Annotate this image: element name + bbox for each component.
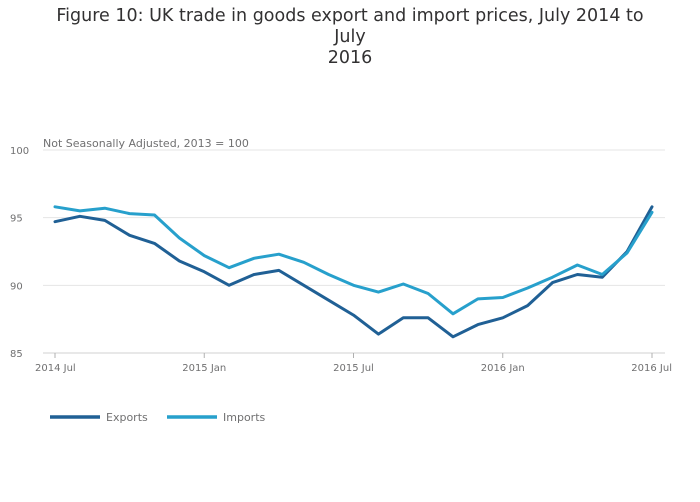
series-lines bbox=[53, 205, 654, 339]
chart-title-line-2: 2016 bbox=[327, 48, 373, 68]
legend-label-imports: Imports bbox=[223, 411, 266, 424]
y-tick-label: 85 bbox=[10, 349, 23, 360]
chart-subtitle: Not Seasonally Adjusted, 2013 = 100 bbox=[43, 137, 249, 150]
chart-title-line-1: Figure 10: UK trade in goods export and … bbox=[56, 6, 644, 47]
y-tick-label: 95 bbox=[10, 214, 23, 225]
legend-label-exports: Exports bbox=[106, 411, 148, 424]
legend: Exports Imports bbox=[50, 411, 266, 424]
x-axis: 2014 Jul 2015 Jan 2015 Jul 2016 Jan 2016 Jul bbox=[35, 352, 672, 374]
x-tick-label: 2016 Jul bbox=[631, 363, 672, 374]
x-tick-label: 2014 Jul bbox=[35, 363, 76, 374]
x-tick-label: 2016 Jan bbox=[481, 363, 525, 374]
x-tick-label: 2015 Jan bbox=[182, 363, 226, 374]
chart-title: Figure 10: UK trade in goods export and … bbox=[40, 6, 660, 69]
series-line-exports bbox=[53, 205, 654, 339]
x-tick-label: 2015 Jul bbox=[333, 363, 374, 374]
series-line-imports bbox=[53, 205, 654, 316]
y-tick-label: 100 bbox=[10, 146, 29, 157]
y-tick-label: 90 bbox=[10, 281, 23, 292]
gridlines bbox=[43, 149, 665, 354]
y-axis: 85 90 95 100 bbox=[10, 146, 29, 360]
